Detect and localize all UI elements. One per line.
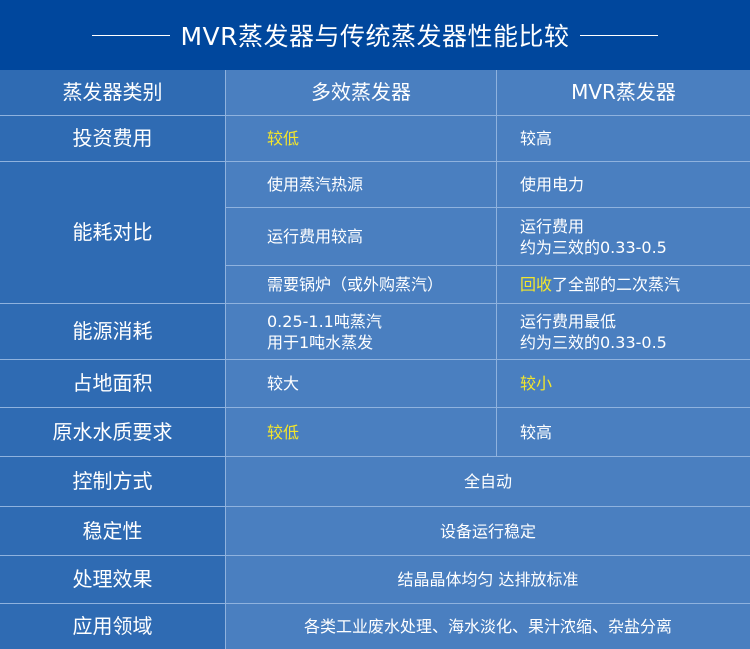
cell-energy-1-mvr: 使用电力 <box>497 162 750 208</box>
cell-application: 各类工业废水处理、海水淡化、果汁浓缩、杂盐分离 <box>226 604 750 649</box>
cell-investment-mvr: 较高 <box>497 116 750 162</box>
row-label-footprint: 占地面积 <box>0 360 226 408</box>
row-label-water: 原水水质要求 <box>0 408 226 457</box>
cell-investment-multi: 较低 <box>226 116 497 162</box>
cell-control: 全自动 <box>226 457 750 507</box>
title-divider-right <box>579 34 658 36</box>
title-banner: MVR蒸发器与传统蒸发器性能比较 <box>0 0 750 70</box>
row-label-application: 应用领域 <box>0 604 226 649</box>
cell-energy-3-multi: 需要锅炉（或外购蒸汽） <box>226 266 497 304</box>
cell-consumption-multi: 0.25-1.1吨蒸汽 用于1吨水蒸发 <box>226 304 497 360</box>
row-label-energy: 能耗对比 <box>0 162 226 304</box>
cell-water-mvr: 较高 <box>497 408 750 457</box>
header-category: 蒸发器类别 <box>0 70 226 116</box>
line-2: 用于1吨水蒸发 <box>267 332 374 352</box>
row-label-investment: 投资费用 <box>0 116 226 162</box>
row-label-effect: 处理效果 <box>0 556 226 604</box>
header-mvr: MVR蒸发器 <box>497 70 750 116</box>
line-2: 约为三效的0.33-0.5 <box>520 237 667 257</box>
line-2: 约为三效的0.33-0.5 <box>520 332 667 352</box>
cell-consumption-mvr: 运行费用最低 约为三效的0.33-0.5 <box>497 304 750 360</box>
cell-stability: 设备运行稳定 <box>226 507 750 556</box>
cell-energy-2-mvr: 运行费用 约为三效的0.33-0.5 <box>497 208 750 266</box>
cell-water-multi: 较低 <box>226 408 497 457</box>
highlight-text: 回收 <box>520 275 553 294</box>
rest-text: 了全部的二次蒸汽 <box>552 275 681 294</box>
cell-effect: 结晶晶体均匀 达排放标准 <box>226 556 750 604</box>
cell-energy-3-mvr: 回收了全部的二次蒸汽 <box>497 266 750 304</box>
cell-energy-1-multi: 使用蒸汽热源 <box>226 162 497 208</box>
row-label-consumption: 能源消耗 <box>0 304 226 360</box>
header-multi-effect: 多效蒸发器 <box>226 70 497 116</box>
cell-footprint-multi: 较大 <box>226 360 497 408</box>
line-1: 运行费用最低 <box>520 311 617 331</box>
line-1: 运行费用 <box>520 216 585 236</box>
title-divider-left <box>92 34 171 36</box>
cell-footprint-mvr: 较小 <box>497 360 750 408</box>
cell-energy-2-multi: 运行费用较高 <box>226 208 497 266</box>
row-label-stability: 稳定性 <box>0 507 226 556</box>
row-label-control: 控制方式 <box>0 457 226 507</box>
page-title: MVR蒸发器与传统蒸发器性能比较 <box>180 22 570 51</box>
line-1: 0.25-1.1吨蒸汽 <box>267 311 382 331</box>
